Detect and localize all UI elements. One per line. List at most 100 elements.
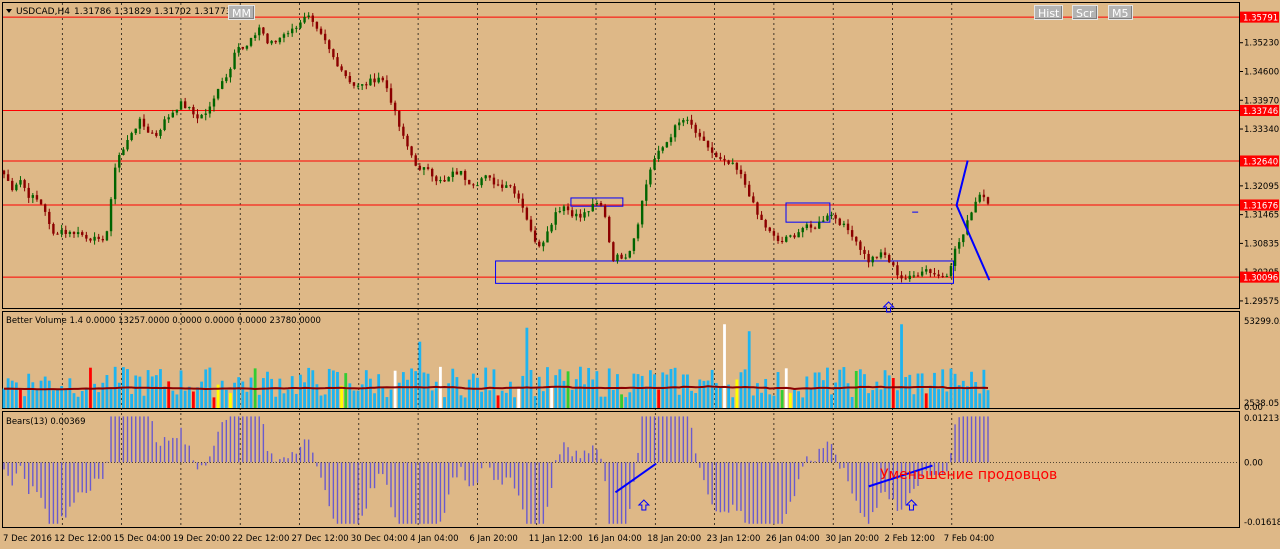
vertical-grid <box>61 3 953 528</box>
volume-bar <box>430 390 434 408</box>
bears-annotation: Уменьшение продовцов <box>880 467 1057 483</box>
candle-body <box>266 33 269 44</box>
candle-body <box>39 199 43 205</box>
candle-body <box>941 276 944 278</box>
volume-bar <box>126 369 129 408</box>
volume-bar <box>970 371 973 408</box>
volume-bar <box>718 386 722 408</box>
menu-triangle-icon[interactable] <box>6 9 12 13</box>
time-tick-label: 6 Jan 20:00 <box>469 534 517 544</box>
volume-bar <box>846 383 850 408</box>
volume-bar <box>834 382 838 408</box>
candle-body <box>776 235 780 242</box>
candle-body <box>369 78 372 86</box>
candle-body <box>595 203 599 205</box>
candle-body <box>138 118 142 129</box>
candle-body <box>439 179 442 182</box>
time-tick-label: 7 Dec 2016 <box>3 534 52 544</box>
volume-bar <box>237 377 241 408</box>
volume-bar <box>533 396 537 408</box>
volume-bar <box>706 380 710 408</box>
price-tick-label: 1.34600 <box>1244 67 1279 77</box>
volume-bar <box>14 382 18 408</box>
volume-bar <box>636 374 640 408</box>
level-labels: 1.35791 1.33746 1.32640 1.31676 1.30096 <box>1240 11 1279 284</box>
candle-body <box>558 211 562 213</box>
volume-bar <box>904 377 908 408</box>
volume-bar <box>566 371 570 408</box>
volume-bars <box>2 324 990 408</box>
volume-bar <box>154 375 158 408</box>
volume-bar <box>356 390 360 408</box>
volume-bar <box>266 371 269 408</box>
candle-body <box>315 21 319 29</box>
price-panel-frame <box>2 2 1240 309</box>
candle-body <box>212 98 216 107</box>
hist-button[interactable]: Hist <box>1034 5 1064 20</box>
candle-body <box>389 88 393 103</box>
volume-bar <box>570 389 574 408</box>
bears-tick-label: -0.01618 <box>1244 518 1280 528</box>
volume-bar <box>517 387 521 408</box>
volume-bar <box>360 384 364 408</box>
volume-bar <box>27 373 31 408</box>
candle-body <box>291 28 294 34</box>
volume-bar <box>966 386 969 408</box>
volume-bar <box>953 373 957 408</box>
scr-button[interactable]: Scr <box>1072 5 1098 20</box>
candle-body <box>105 231 109 241</box>
volume-bar <box>138 376 142 408</box>
volume-bar <box>562 380 566 408</box>
candle-body <box>513 186 516 194</box>
candle-body <box>797 232 800 238</box>
candle-body <box>929 269 932 274</box>
mm-button[interactable]: MM <box>228 5 255 20</box>
time-tick-label: 2 Feb 12:00 <box>885 534 935 544</box>
candle-body <box>130 133 133 140</box>
volume-bar <box>739 372 743 408</box>
bears-axis: 0.01213 0.00 -0.01618 <box>1244 414 1280 528</box>
candle-body <box>846 223 850 231</box>
volume-bar <box>373 393 376 408</box>
candle-body <box>809 224 813 228</box>
candle-body <box>599 203 603 206</box>
volume-bar <box>690 390 693 408</box>
candle-body <box>710 147 714 153</box>
candle-body <box>780 241 784 243</box>
volume-bar <box>418 341 422 408</box>
volume-bar <box>389 389 393 408</box>
candle-body <box>282 34 286 38</box>
volume-bar <box>294 393 298 408</box>
candle-body <box>678 122 681 126</box>
volume-bar <box>175 394 179 408</box>
candle-body <box>68 231 72 234</box>
volume-bar <box>723 324 726 408</box>
symbol-label: USDCAD,H4 <box>16 7 70 17</box>
volume-bar <box>290 376 294 408</box>
volume-bar <box>982 369 986 408</box>
m5-button[interactable]: M5 <box>1108 5 1133 20</box>
volume-bar <box>500 390 504 408</box>
candle-body <box>562 206 566 212</box>
candle-body <box>93 236 96 241</box>
candle-body <box>443 179 446 182</box>
bears-trend-lines <box>614 462 933 494</box>
volume-bar <box>397 382 401 408</box>
level-tag-bg <box>1240 104 1279 116</box>
volume-bar <box>772 395 776 408</box>
candle-body <box>665 142 669 148</box>
candle-body <box>542 242 545 247</box>
volume-bar <box>756 383 759 408</box>
bears-title: Bears(13) 0.00369 <box>6 417 86 427</box>
candle-body <box>233 52 236 69</box>
candle-body <box>982 194 986 198</box>
candle-body <box>488 175 492 178</box>
volume-bar <box>657 389 661 408</box>
volume-bar <box>801 397 805 408</box>
volume-bar <box>858 369 862 408</box>
candle-body <box>163 119 166 131</box>
volume-bar <box>805 376 809 408</box>
candle-body <box>270 40 273 44</box>
candle-body <box>476 185 479 187</box>
candle-body <box>887 255 891 263</box>
